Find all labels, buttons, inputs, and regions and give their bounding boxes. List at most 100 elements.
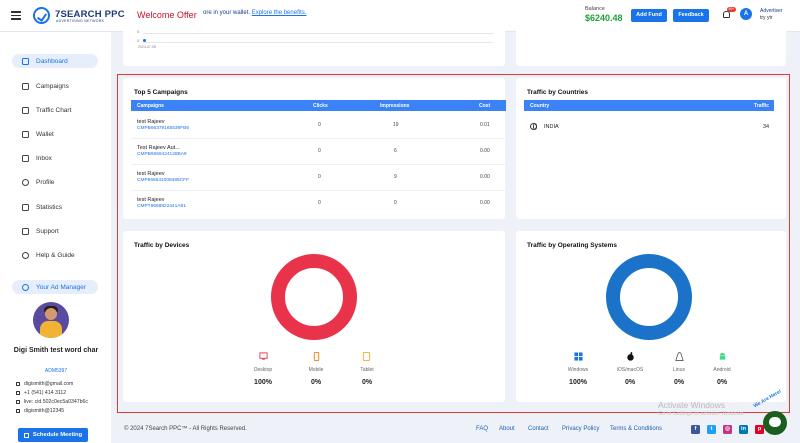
notification-bell-icon[interactable]: 99+ (722, 7, 736, 19)
sidebar-item-traffic-chart[interactable]: Traffic Chart (12, 103, 98, 117)
sidebar-item-label: Dashboard (36, 57, 68, 65)
footer-link-faq[interactable]: FAQ (476, 426, 489, 432)
chat-widget-button[interactable] (763, 411, 787, 435)
activate-windows-hint: Go to Settings to activate Windows. (658, 411, 745, 417)
offer-marquee: ore in your wallet. Explore the benefits… (203, 10, 306, 16)
top-campaigns-card: Top 5 Campaigns Campaigns Clicks Impress… (123, 78, 506, 219)
pinterest-icon[interactable]: p (755, 425, 764, 434)
ad-manager-icon (22, 283, 29, 291)
sidebar-item-label: Statistics (36, 203, 63, 211)
country-name: INDIA (544, 124, 559, 130)
ios-label: iOS/macOS (616, 367, 644, 373)
sidebar-item-profile[interactable]: Profile (12, 175, 98, 189)
sidebar-item-inbox[interactable]: Inbox (12, 151, 98, 165)
manager-email[interactable]: digismith@gmail.com (16, 381, 73, 387)
sidebar-item-support[interactable]: Support (12, 224, 98, 238)
sidebar-item-label: Traffic Chart (36, 106, 72, 114)
mobile-label: Mobile (308, 367, 324, 373)
footer-link-privacy[interactable]: Privacy Policy (562, 426, 600, 432)
tablet-percent: 0% (361, 379, 373, 386)
support-icon (22, 227, 29, 235)
add-fund-button[interactable]: Add Fund (631, 9, 667, 22)
schedule-meeting-button[interactable]: Schedule Meeting (18, 428, 88, 442)
chart-tick-bottom: 0 (137, 38, 140, 43)
windows-label: Windows (567, 367, 589, 373)
logo-mark-icon (33, 7, 50, 24)
android-icon (719, 352, 726, 360)
profile-icon (22, 178, 29, 186)
sidebar-item-campaigns[interactable]: Campaigns (12, 79, 98, 93)
manager-phone[interactable]: +1 (541) 414 3112 (16, 390, 66, 396)
linkedin-icon[interactable]: in (739, 425, 748, 434)
chart-date-label: 2024-07-08 (138, 45, 156, 49)
table-row[interactable]: test Rajeev CMPT6688822441A81 0 0 0.00 (131, 191, 506, 217)
inbox-icon (22, 154, 29, 162)
campaign-name: test Rajeev (137, 119, 165, 125)
manager-avatar (33, 302, 69, 338)
explore-benefits-link[interactable]: Explore the benefits. (251, 10, 307, 16)
footer-link-contact[interactable]: Contact (528, 426, 549, 432)
campaign-cost: 0.00 (480, 200, 490, 206)
sidebar-item-label: Help & Guide (36, 251, 75, 259)
mobile-icon (313, 352, 320, 361)
user-avatar[interactable]: A (740, 8, 752, 20)
sidebar-item-help[interactable]: Help & Guide (12, 248, 98, 262)
user-name[interactable]: try ytr (760, 15, 773, 21)
campaign-id-link[interactable]: CMPB66379165539FB6 (137, 126, 190, 131)
donut-slice-desktop (271, 254, 357, 340)
country-traffic: 34 (763, 124, 770, 130)
footer-link-terms[interactable]: Terms & Conditions (610, 426, 663, 432)
wallet-icon (22, 130, 29, 138)
col-clicks: Clicks (313, 103, 328, 109)
menu-icon[interactable] (11, 11, 21, 20)
marquee-text: ore in your wallet. (203, 10, 251, 16)
campaign-name: test Rajeev (137, 171, 165, 177)
feedback-button[interactable]: Feedback (673, 9, 709, 22)
android-label: Android (713, 367, 731, 373)
globe-icon (530, 123, 537, 130)
col-traffic: Traffic (754, 103, 770, 109)
telegram-icon (16, 409, 20, 413)
manager-skype-text: digismith@12345 (24, 408, 65, 414)
tablet-label: Tablet (360, 367, 374, 373)
manager-live-id[interactable]: live: cid.502c0ec5a0347b6c (16, 399, 88, 405)
manager-name: Digi Smith test word char (13, 347, 99, 354)
statistics-icon (22, 203, 29, 211)
campaign-id-link[interactable]: CMPB6659424128BA9 (137, 152, 187, 157)
brand-name: 7SEARCH PPC (55, 9, 125, 20)
activate-windows-watermark: Activate Windows (658, 400, 726, 410)
twitter-icon[interactable]: t (707, 425, 716, 434)
welcome-offer: Welcome Offer (137, 10, 197, 20)
desktop-percent: 100% (254, 379, 272, 386)
campaigns-table-header: Campaigns Clicks Impressions Cost (131, 100, 506, 111)
campaign-id-link[interactable]: CMP866631008485CFF (137, 178, 189, 183)
col-cost: Cost (479, 103, 491, 109)
sidebar-item-statistics[interactable]: Statistics (12, 200, 98, 214)
windows-percent: 100% (569, 379, 587, 386)
ios-percent: 0% (624, 379, 636, 386)
apple-icon (627, 352, 634, 361)
campaign-name: test Rajeev (137, 197, 165, 203)
table-row[interactable]: Test Rajeev Aut... CMPB6659424128BA9 0 6… (131, 139, 506, 165)
notification-badge: 99+ (727, 7, 736, 12)
devices-donut-chart (271, 254, 357, 340)
highlight-frame (117, 74, 790, 413)
sidebar-item-dashboard[interactable]: Dashboard (12, 54, 98, 68)
sidebar-item-wallet[interactable]: Wallet (12, 127, 98, 141)
campaign-impressions: 9 (394, 174, 397, 180)
linux-icon (675, 352, 684, 361)
top-campaigns-title: Top 5 Campaigns (134, 89, 188, 96)
manager-skype[interactable]: digismith@12345 (16, 408, 64, 414)
campaign-id-link[interactable]: CMPT6688822441A81 (137, 204, 186, 209)
instagram-icon[interactable]: ◎ (723, 425, 732, 434)
campaign-clicks: 0 (318, 122, 321, 128)
countries-card: Traffic by Countries Country Traffic IND… (516, 78, 786, 219)
brand-logo[interactable]: 7SEARCH PPC ADVERTISING NETWORK (33, 7, 125, 27)
footer-link-about[interactable]: About (499, 426, 515, 432)
os-card: Traffic by Operating Systems Windows iOS… (516, 231, 786, 402)
facebook-icon[interactable]: f (691, 425, 700, 434)
campaign-cost: 0.00 (480, 174, 490, 180)
table-row[interactable]: test Rajeev CMP866631008485CFF 0 9 0.00 (131, 165, 506, 191)
manager-email-text: digismith@gmail.com (24, 381, 74, 387)
table-row[interactable]: test Rajeev CMPB66379165539FB6 0 19 0.01 (131, 113, 506, 139)
